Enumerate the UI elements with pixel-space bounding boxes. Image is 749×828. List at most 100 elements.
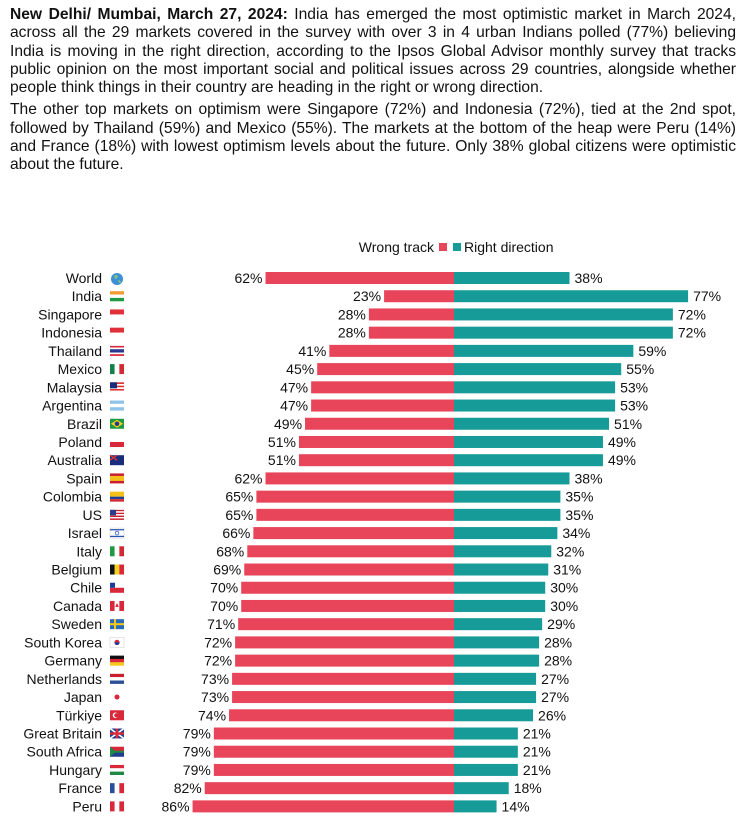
bar-wrong-track [213,745,454,758]
data-label-right-direction: 72% [678,306,706,322]
bar-right-direction [454,599,546,612]
flag-israel-bottom [110,535,124,538]
category-label: South Korea [24,634,102,650]
flag-malaysia-icon [110,382,124,393]
bar-wrong-track [265,272,454,284]
flag-great-britain-h [110,732,124,735]
flag-belgium-stripe [119,564,125,575]
flag-france-stripe [119,783,125,794]
data-label-right-direction: 34% [562,525,590,541]
flag-peru-stripe [119,801,125,812]
data-label-wrong-track: 86% [162,798,190,814]
data-label-right-direction: 53% [620,398,648,414]
dateline: New Delhi/ Mumbai, March 27, 2024: [10,6,288,23]
flag-singapore-stripe [110,309,124,315]
data-label-wrong-track: 70% [210,598,238,614]
data-label-right-direction: 55% [626,361,654,377]
chart-row: South Africa 79% 21% [27,744,551,760]
chart-row: Colombia 65% 35% [43,489,594,505]
flag-poland-stripe [110,436,124,443]
category-label: Netherlands [27,671,103,687]
bar-wrong-track [232,691,454,704]
flag-malaysia-stripe [110,388,124,391]
flag-chile-icon [110,582,124,593]
bar-right-direction [454,763,518,776]
flag-turkiye-icon [110,710,124,721]
bar-wrong-track [311,381,454,394]
category-label: Colombia [43,489,102,505]
flag-colombia-icon [110,491,124,502]
flag-colombia-blue [110,496,124,500]
data-label-wrong-track: 79% [183,762,211,778]
flag-india-icon [110,291,124,302]
flag-thailand-stripe [110,352,124,355]
data-label-wrong-track: 65% [225,507,253,523]
flag-south-africa-band [110,750,124,753]
bar-wrong-track [329,344,454,357]
bar-right-direction [454,454,603,467]
chart-row: Indonesia 28% 72% [41,325,706,341]
category-label: Mexico [58,361,103,377]
globe-body [111,273,123,285]
bar-wrong-track [305,417,454,430]
bar-right-direction [454,417,610,430]
category-label: Spain [66,470,102,486]
legend: Wrong track Right direction [359,239,554,255]
data-label-right-direction: 29% [547,616,575,632]
legend-swatch-wrong-track [439,243,447,251]
data-label-right-direction: 35% [565,489,593,505]
bar-right-direction [454,672,537,685]
flag-germany-stripe [110,662,124,666]
chart-row: Israel 66% 34% [68,525,591,541]
bar-right-direction [454,472,570,485]
flag-israel-field [109,527,125,539]
category-label: Hungary [49,762,102,778]
flag-belgium-icon [110,564,125,575]
data-label-right-direction: 21% [523,744,551,760]
bar-right-direction [454,636,540,649]
flag-peru-stripe [114,801,120,812]
data-label-wrong-track: 62% [234,270,262,286]
data-label-wrong-track: 70% [210,580,238,596]
chart-row: Mexico 45% 55% [58,361,655,377]
flag-thailand-stripe [110,350,124,353]
flag-italy-stripe [114,546,120,557]
data-label-wrong-track: 41% [298,343,326,359]
category-label: Indonesia [41,325,102,341]
flag-us-stripe [110,518,124,520]
flag-us-stripe [110,514,124,516]
flag-australia-cross [109,454,118,461]
flag-netherlands-icon [110,673,124,684]
paragraph-2: The other top markets on optimism were S… [10,101,736,174]
chart-row: Italy 68% 32% [76,543,584,559]
data-label-right-direction: 28% [544,653,572,669]
flag-india-stripe [110,291,124,295]
chart-row: Great Britain 79% 21% [23,726,550,742]
chart-row: Australia 51% 49% [48,452,636,468]
flag-france-icon [110,783,125,794]
category-label: South Africa [27,744,103,760]
flag-canada-icon [110,600,125,611]
chart-row: Belgium 69% 31% [51,562,581,578]
flag-thailand-stripe [110,354,124,356]
chart-row: US 65% 35% [83,507,594,523]
flag-mexico-stripe [119,364,125,375]
bar-wrong-track [247,545,454,558]
category-label: Peru [72,798,102,814]
data-label-right-direction: 51% [614,416,642,432]
flag-hungary-stripe [110,771,124,775]
flag-south-africa-stripe [110,746,124,752]
flag-chile-stripe [110,582,124,588]
data-label-wrong-track: 82% [174,780,202,796]
flag-canada-stripe [119,600,125,611]
category-label: World [66,270,102,286]
category-label: Australia [48,452,103,468]
data-label-wrong-track: 74% [198,707,226,723]
data-label-right-direction: 77% [693,288,721,304]
bar-right-direction [454,435,603,448]
flag-thailand-stripe [110,345,124,348]
flag-belgium-stripe [110,564,115,575]
flag-south-korea-icon [109,637,125,648]
chart-row: Japan 73% 27% [64,689,569,705]
flag-hungary-stripe [110,768,124,772]
